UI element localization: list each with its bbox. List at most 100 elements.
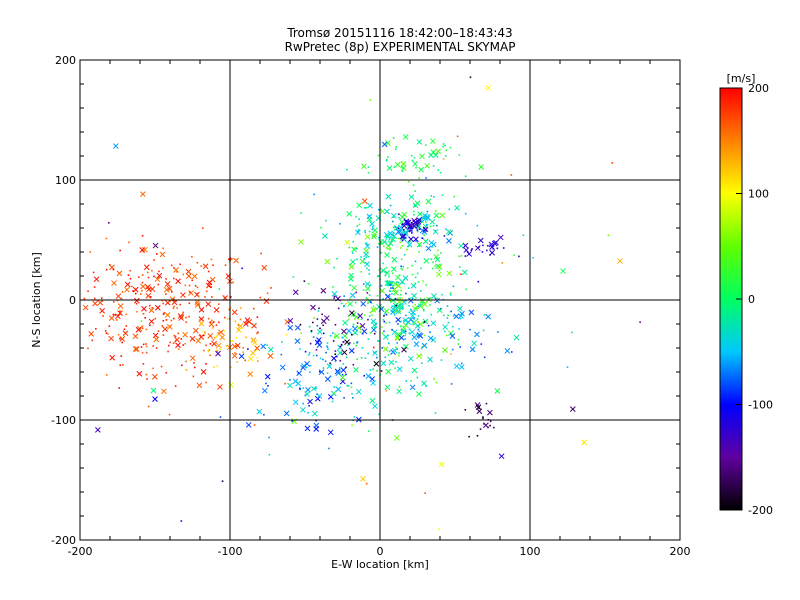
- data-point-dot: [372, 368, 374, 371]
- data-point-dot: [401, 239, 404, 242]
- data-point-x: [394, 161, 401, 168]
- data-point-x: [422, 212, 428, 219]
- data-point-dot: [173, 334, 176, 337]
- colorbar-tick-label: -200: [748, 504, 773, 517]
- data-point-dot: [413, 204, 416, 206]
- data-point-x: [218, 329, 224, 336]
- data-point-dot: [383, 330, 385, 333]
- data-point-dot: [202, 330, 205, 333]
- data-point-dot: [442, 145, 444, 148]
- data-point-x: [416, 217, 422, 223]
- data-point-dot: [254, 349, 257, 352]
- data-point-x: [433, 212, 440, 219]
- data-point-dot: [497, 331, 499, 333]
- data-point-dot: [229, 307, 232, 309]
- data-point-x: [390, 306, 397, 313]
- data-point-dot: [234, 320, 237, 323]
- data-point-x: [355, 229, 361, 236]
- data-point-dot: [403, 331, 405, 334]
- data-point-dot: [518, 255, 520, 258]
- data-point-x: [153, 336, 160, 343]
- data-point-dot: [205, 381, 207, 384]
- data-point-x: [124, 281, 131, 288]
- data-point-dot: [458, 154, 461, 156]
- colorbar-label: [m/s]: [727, 72, 756, 85]
- data-point-x: [396, 388, 402, 395]
- data-point-x: [152, 396, 158, 402]
- data-point-dot: [470, 249, 473, 252]
- data-point-dot: [147, 405, 150, 408]
- data-point-dot: [413, 323, 415, 326]
- data-point-dot: [404, 338, 406, 340]
- data-point-dot: [355, 291, 358, 294]
- data-point-dot: [141, 234, 144, 237]
- data-point-dot: [418, 228, 421, 230]
- data-point-x: [366, 216, 373, 223]
- data-point-dot: [405, 300, 407, 302]
- data-point-dot: [410, 154, 413, 157]
- data-point-dot: [389, 204, 392, 207]
- data-point-x: [205, 301, 212, 307]
- data-point-x: [231, 343, 238, 350]
- data-point-dot: [446, 305, 449, 307]
- data-point-dot: [215, 324, 218, 326]
- data-point-dot: [185, 360, 187, 363]
- data-point-dot: [198, 304, 201, 307]
- data-point-dot: [367, 318, 369, 321]
- data-point-dot: [382, 318, 385, 321]
- data-point-dot: [256, 356, 259, 359]
- data-point-dot: [105, 268, 108, 271]
- data-point-x: [196, 382, 203, 389]
- data-point-x: [198, 320, 205, 327]
- data-point-x: [468, 309, 475, 316]
- data-point-dot: [426, 210, 429, 213]
- data-point-dot: [147, 271, 149, 274]
- data-point-x: [108, 335, 115, 342]
- data-point-dot: [116, 299, 119, 302]
- data-point-x: [412, 160, 419, 167]
- data-point-dot: [421, 216, 423, 219]
- data-point-x: [432, 152, 439, 158]
- data-point-dot: [405, 380, 408, 382]
- data-point-x: [442, 324, 449, 330]
- data-point-dot: [417, 305, 420, 307]
- data-point-dot: [345, 356, 348, 358]
- data-point-x: [401, 346, 407, 353]
- data-point-dot: [352, 396, 354, 399]
- data-point-x: [412, 305, 418, 312]
- data-point-dot: [445, 149, 448, 151]
- data-point-x: [116, 270, 123, 277]
- data-point-dot: [173, 277, 175, 280]
- data-point-x: [335, 386, 342, 393]
- data-point-dot: [182, 344, 185, 346]
- data-point-dot: [377, 275, 380, 277]
- data-point-dot: [502, 247, 505, 249]
- data-point-dot: [393, 166, 396, 168]
- data-point-x: [476, 408, 483, 415]
- data-point-x: [161, 388, 167, 395]
- data-point-x: [384, 270, 391, 276]
- data-point-x: [385, 140, 391, 146]
- data-point-dot: [416, 307, 418, 310]
- data-point-x: [390, 236, 396, 243]
- data-point-dot: [336, 258, 338, 260]
- data-point-dot: [317, 310, 320, 312]
- data-point-dot: [268, 436, 270, 439]
- data-point-x: [396, 366, 403, 372]
- data-point-dot: [441, 194, 444, 196]
- data-point-dot: [93, 297, 96, 300]
- data-point-dot: [145, 345, 148, 348]
- data-point-dot: [87, 290, 89, 293]
- data-point-dot: [305, 366, 308, 369]
- data-point-dot: [129, 277, 132, 280]
- data-point-x: [182, 331, 188, 338]
- data-point-x: [423, 258, 430, 264]
- data-point-x: [314, 395, 321, 402]
- data-point-dot: [386, 158, 388, 161]
- data-point-dot: [381, 332, 384, 335]
- data-point-dot: [302, 402, 304, 405]
- data-point-dot: [399, 297, 401, 299]
- data-point-x: [424, 162, 431, 169]
- data-point-x: [446, 238, 452, 244]
- data-point-dot: [417, 281, 420, 283]
